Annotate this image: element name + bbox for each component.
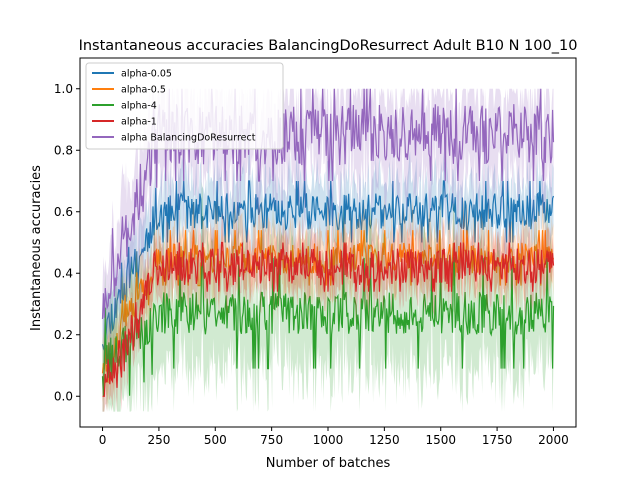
x-tick-label: 1750 xyxy=(482,433,513,447)
confidence-band xyxy=(102,88,554,363)
plot-area xyxy=(101,88,555,412)
y-tick-label: 0.2 xyxy=(54,328,73,342)
chart-title: Instantaneous accuracies BalancingDoResu… xyxy=(79,38,578,54)
x-tick-label: 0 xyxy=(99,433,107,447)
x-tick-label: 1250 xyxy=(369,433,400,447)
x-axis-label: Number of batches xyxy=(266,456,391,471)
legend-label: alpha-0.5 xyxy=(121,85,166,96)
plot-frame xyxy=(79,57,577,428)
legend-label: alpha BalancingDoResurrect xyxy=(121,133,256,144)
x-tick-label: 750 xyxy=(260,433,283,447)
series-line xyxy=(102,241,555,397)
y-tick-label: 0.0 xyxy=(54,389,73,403)
x-tick-label: 1500 xyxy=(425,433,456,447)
confidence-band xyxy=(102,181,554,412)
y-axis: 0.0 0.2 0.4 0.6 0.8 1.0 xyxy=(54,82,80,403)
series-alpha-1 xyxy=(102,208,555,412)
legend-label: alpha-4 xyxy=(121,101,157,112)
x-tick-label: 500 xyxy=(204,433,227,447)
series-alpha-0.05 xyxy=(101,138,555,388)
y-tick-label: 0.4 xyxy=(54,266,73,280)
legend-box xyxy=(85,62,284,150)
x-tick-label: 250 xyxy=(147,433,170,447)
x-tick-label: 1000 xyxy=(313,433,344,447)
y-tick-label: 1.0 xyxy=(54,82,73,96)
y-tick-label: 0.8 xyxy=(54,143,73,157)
series-line xyxy=(101,257,555,397)
legend-label: alpha-0.05 xyxy=(121,69,172,80)
series-line xyxy=(101,180,555,351)
y-axis-label: Instantaneous accuracies xyxy=(29,165,44,331)
series-alpha-4 xyxy=(101,181,555,412)
series-line xyxy=(101,230,555,383)
x-axis: 0 250 500 750 1000 1250 1500 1750 2000 xyxy=(99,427,569,447)
legend-label: alpha-1 xyxy=(121,117,157,128)
y-tick-label: 0.6 xyxy=(54,205,73,219)
series-alpha-0.5 xyxy=(101,192,555,411)
x-tick-label: 2000 xyxy=(538,433,569,447)
legend: alpha-0.05 alpha-0.5 alpha-4 alpha-1 alpha B… xyxy=(85,62,284,150)
